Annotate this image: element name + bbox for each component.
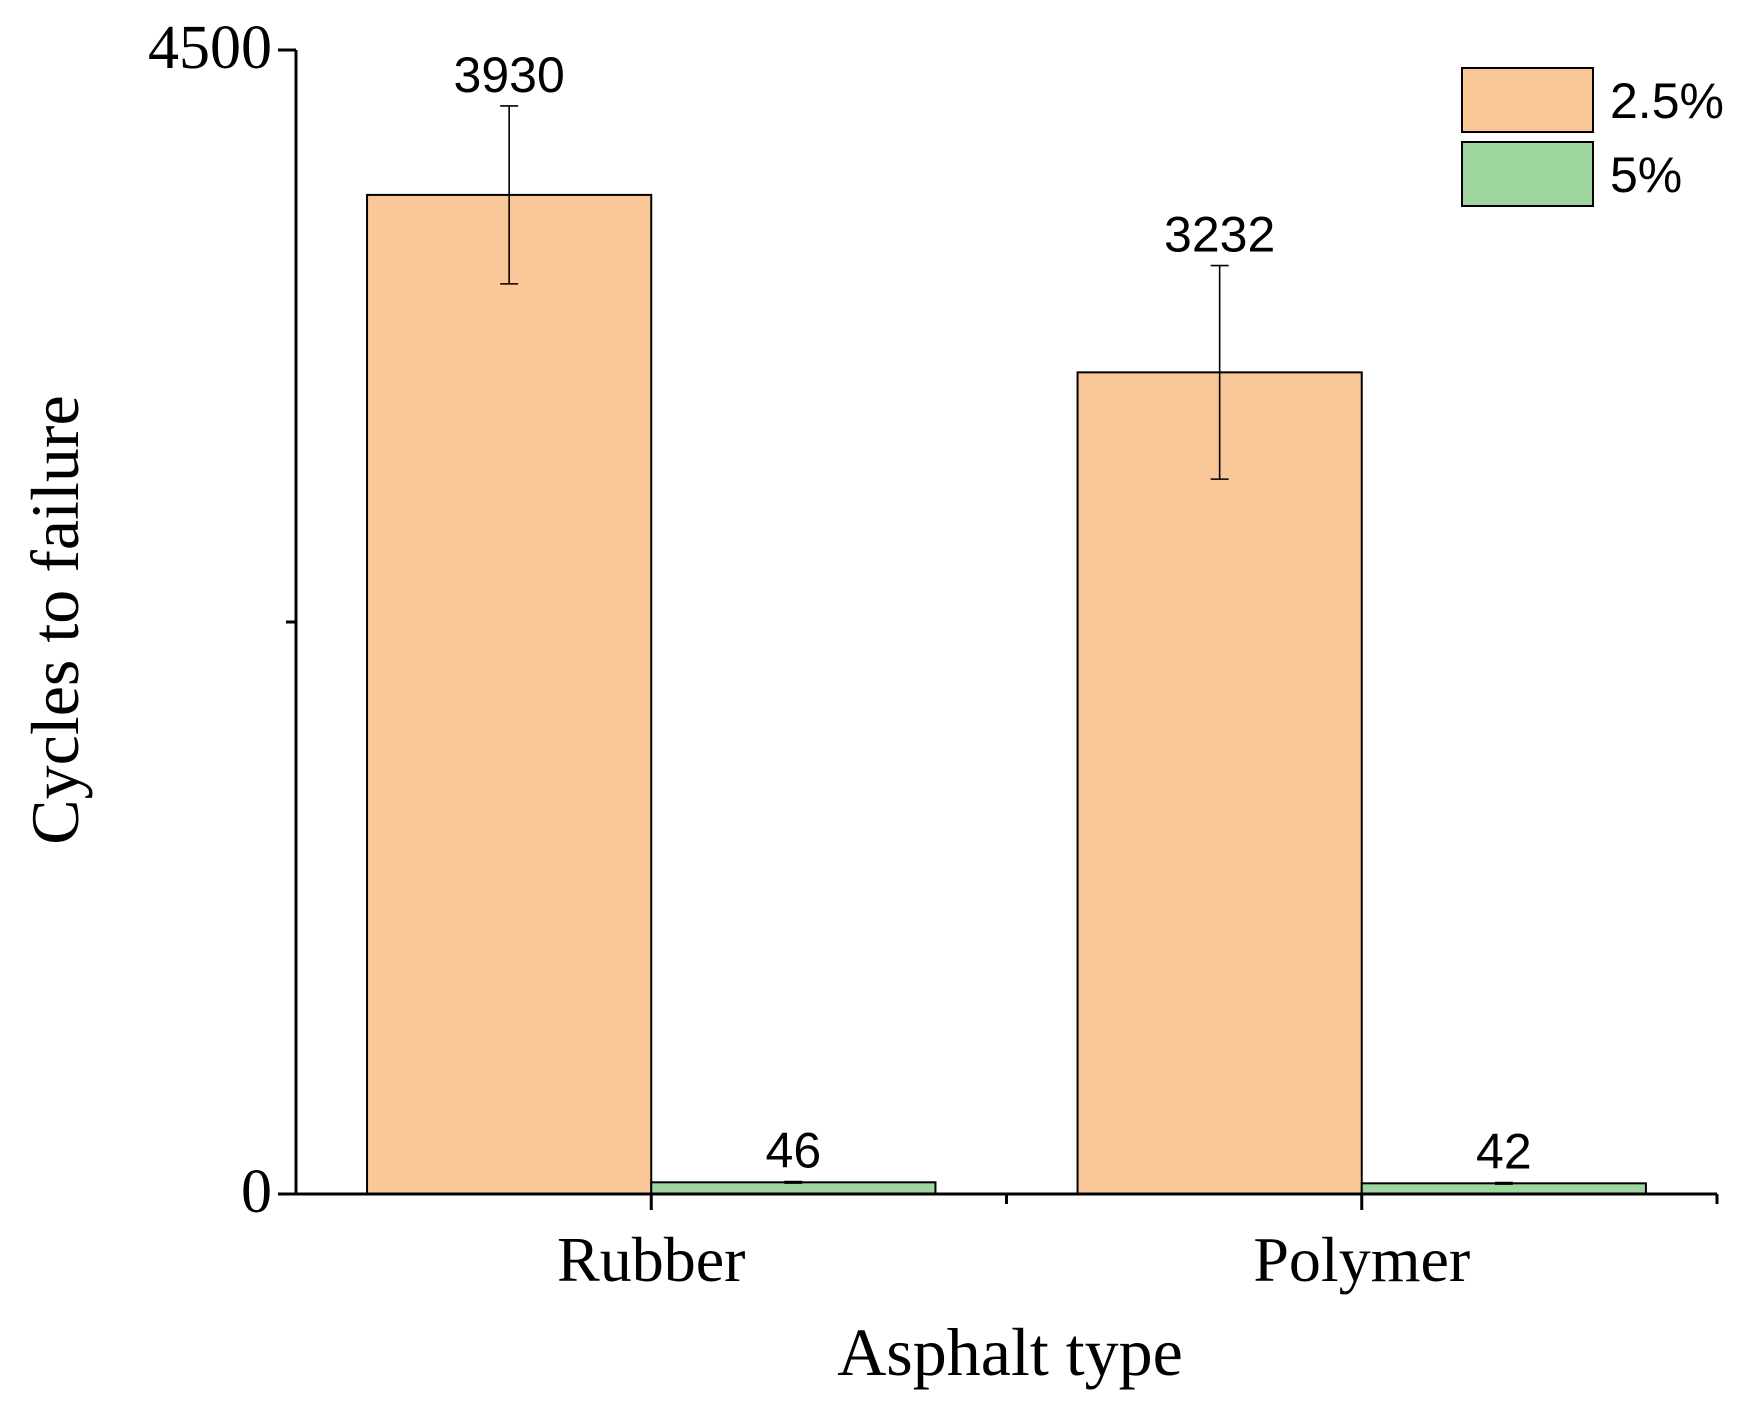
error-bar [500, 105, 519, 285]
error-bar [1494, 1181, 1513, 1185]
data-label: 46 [766, 1123, 822, 1179]
y-tick-label: 4500 [148, 14, 272, 82]
x-tick-label: Rubber [557, 1224, 745, 1295]
data-label: 42 [1476, 1124, 1532, 1180]
error-bar [1210, 264, 1229, 480]
data-label: 3232 [1164, 207, 1275, 263]
data-label: 3930 [454, 47, 565, 103]
x-tick-label: Polymer [1253, 1224, 1470, 1295]
legend-swatch [1461, 67, 1594, 133]
x-axis-title: Asphalt type [837, 1314, 1183, 1390]
bar [1076, 371, 1363, 1196]
bar [366, 193, 653, 1195]
y-axis-title: Cycles to failure [17, 395, 93, 844]
bar [1360, 1182, 1647, 1195]
error-bar [784, 1180, 803, 1184]
legend-swatch [1461, 141, 1594, 207]
y-tick-label: 0 [241, 1158, 272, 1226]
bar [650, 1181, 937, 1196]
legend-label: 5% [1610, 147, 1682, 203]
legend-label: 2.5% [1610, 73, 1724, 129]
